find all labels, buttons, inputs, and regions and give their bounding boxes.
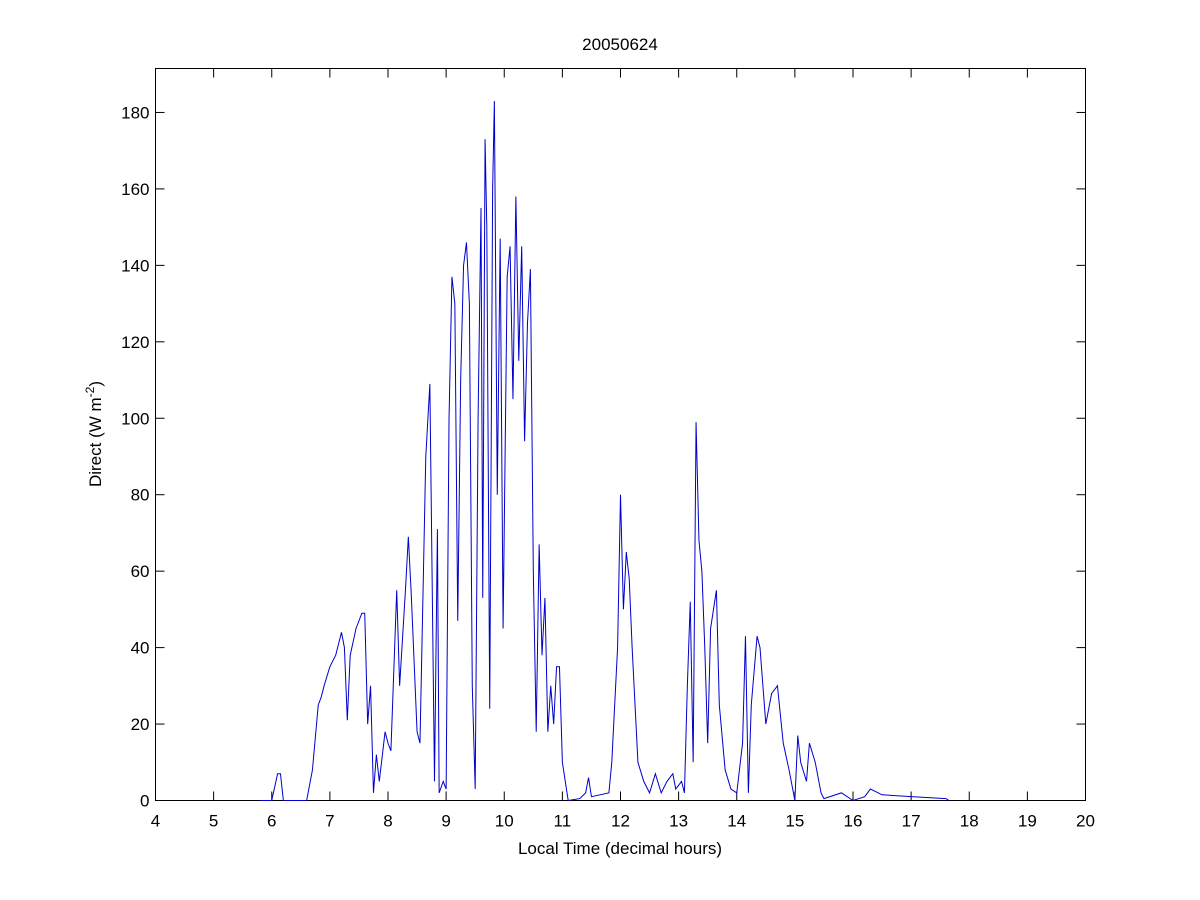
chart-title: 20050624 xyxy=(582,35,658,54)
x-tick-label: 16 xyxy=(844,812,863,831)
x-tick-label: 4 xyxy=(151,812,160,831)
x-tick-label: 19 xyxy=(1018,812,1037,831)
x-tick-label: 15 xyxy=(785,812,804,831)
y-tick-label: 180 xyxy=(121,103,149,122)
y-axis-label: Direct (W m-2) xyxy=(83,381,105,487)
x-tick-label: 14 xyxy=(727,812,746,831)
y-tick-label: 100 xyxy=(121,409,149,428)
y-tick-label: 160 xyxy=(121,180,149,199)
x-tick-label: 5 xyxy=(209,812,218,831)
y-tick-label: 80 xyxy=(131,486,150,505)
y-label-suffix: ) xyxy=(86,381,105,387)
y-tick-label: 60 xyxy=(131,562,150,581)
y-label-text: Direct (W m xyxy=(86,397,105,487)
x-tick-label: 11 xyxy=(554,812,572,831)
x-tick-label: 9 xyxy=(441,812,450,831)
y-tick-label: 0 xyxy=(140,792,149,811)
y-tick-label: 140 xyxy=(121,256,149,275)
x-tick-label: 8 xyxy=(383,812,392,831)
x-axis-label: Local Time (decimal hours) xyxy=(518,839,722,858)
y-tick-label: 120 xyxy=(121,333,149,352)
x-tick-label: 18 xyxy=(960,812,979,831)
x-tick-label: 17 xyxy=(902,812,921,831)
y-tick-label: 20 xyxy=(131,715,150,734)
y-label-superscript: -2 xyxy=(83,386,97,397)
x-tick-label: 7 xyxy=(325,812,334,831)
x-tick-label: 20 xyxy=(1076,812,1095,831)
x-tick-label: 6 xyxy=(267,812,276,831)
y-tick-label: 40 xyxy=(131,639,150,658)
data-line xyxy=(260,100,950,802)
x-tick-label: 13 xyxy=(669,812,688,831)
x-tick-label: 12 xyxy=(611,812,630,831)
x-tick-label: 10 xyxy=(495,812,514,831)
